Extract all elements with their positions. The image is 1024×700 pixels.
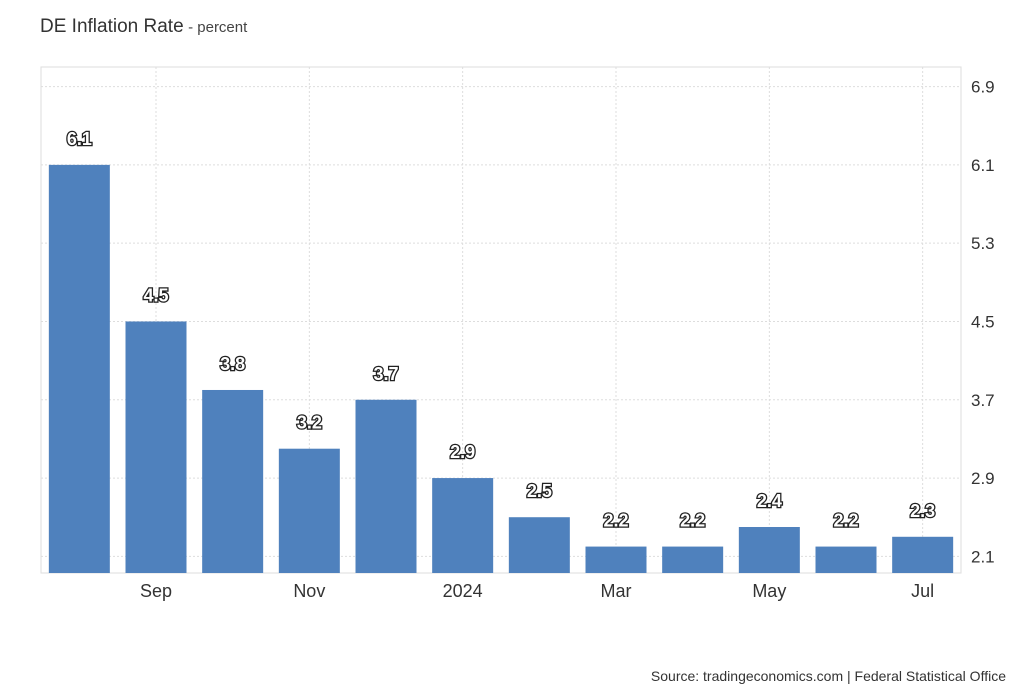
- chart-title-row: DE Inflation Rate - percent: [40, 16, 247, 38]
- bar: [585, 546, 647, 573]
- bar: [892, 536, 954, 573]
- data-label: 2.3: [910, 501, 935, 521]
- y-tick-label: 6.1: [971, 156, 995, 175]
- y-tick-label: 6.9: [971, 78, 995, 97]
- y-tick-label: 2.1: [971, 547, 995, 566]
- x-tick-label: Jul: [911, 581, 934, 601]
- x-tick-label: Sep: [140, 581, 172, 601]
- data-label: 4.5: [143, 285, 168, 305]
- data-label: 6.1: [67, 129, 92, 149]
- data-label: 2.4: [757, 491, 782, 511]
- bar: [508, 517, 570, 573]
- x-tick-label: May: [752, 581, 786, 601]
- chart-title: DE Inflation Rate: [40, 16, 184, 37]
- data-label: 2.2: [680, 511, 705, 531]
- x-tick-label: 2024: [443, 581, 483, 601]
- x-tick-label: Mar: [601, 581, 632, 601]
- bar: [202, 389, 264, 573]
- data-label: 2.9: [450, 442, 475, 462]
- chart-subtitle: - percent: [188, 19, 248, 36]
- y-tick-label: 3.7: [971, 391, 995, 410]
- data-label: 2.2: [603, 511, 628, 531]
- bar: [815, 546, 877, 573]
- y-tick-label: 4.5: [971, 312, 995, 331]
- y-tick-label: 5.3: [971, 234, 995, 253]
- data-label: 3.8: [220, 354, 245, 374]
- bar: [355, 399, 417, 573]
- bar: [662, 546, 724, 573]
- source-note: Source: tradingeconomics.com | Federal S…: [650, 668, 1006, 684]
- bar: [125, 321, 187, 573]
- data-label: 2.5: [527, 481, 552, 501]
- bar: [278, 448, 340, 573]
- bar: [432, 478, 494, 573]
- x-tick-label: Nov: [293, 581, 325, 601]
- data-label: 2.2: [833, 511, 858, 531]
- plot-frame: [40, 66, 962, 574]
- data-label: 3.7: [373, 364, 398, 384]
- bar: [48, 164, 110, 573]
- data-label: 3.2: [297, 413, 322, 433]
- bar: [738, 527, 800, 573]
- y-tick-label: 2.9: [971, 469, 995, 488]
